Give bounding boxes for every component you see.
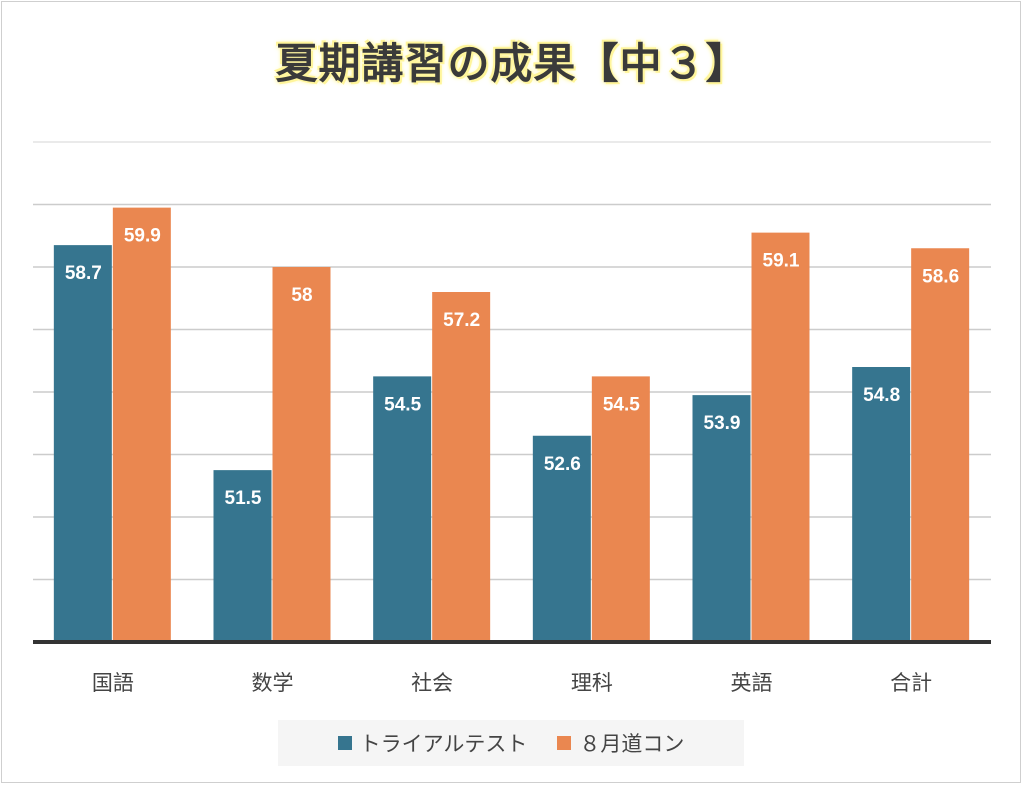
x-tick-label: 社会 <box>411 671 453 695</box>
data-label: 57.2 <box>443 310 480 331</box>
x-tick-label: 国語 <box>92 671 134 695</box>
legend-item-series-1: トライアルテスト <box>337 728 528 758</box>
legend-item-series-2: ８月道コン <box>557 728 684 758</box>
data-label: 54.5 <box>384 394 421 415</box>
bar <box>213 470 272 642</box>
bar <box>751 232 810 642</box>
data-label: 58.6 <box>922 266 959 287</box>
data-label: 52.6 <box>544 454 581 475</box>
title-wrap: 夏期講習の成果【中３】 <box>0 30 1024 91</box>
chart-title: 夏期講習の成果【中３】 <box>275 39 749 88</box>
x-tick-label: 合計 <box>890 671 932 695</box>
bar <box>373 376 432 642</box>
bar <box>911 248 970 642</box>
bar <box>852 367 911 642</box>
legend-label-series-2: ８月道コン <box>579 732 685 756</box>
data-label: 54.8 <box>863 385 900 406</box>
legend-label-series-1: トライアルテスト <box>359 732 528 756</box>
legend: トライアルテスト ８月道コン <box>278 720 744 766</box>
bar <box>272 267 331 642</box>
bar <box>112 207 171 642</box>
bar <box>432 292 491 642</box>
x-tick-label: 理科 <box>571 671 613 695</box>
x-tick-label: 数学 <box>252 671 294 695</box>
data-label: 53.9 <box>704 413 741 434</box>
bar <box>591 376 650 642</box>
bar <box>532 435 591 642</box>
data-label: 54.5 <box>603 394 640 415</box>
legend-swatch-series-2 <box>557 736 572 750</box>
data-label: 51.5 <box>225 488 262 509</box>
x-tick-label: 英語 <box>731 671 773 695</box>
data-label: 59.1 <box>763 251 800 272</box>
bar <box>692 395 751 642</box>
data-label: 58.7 <box>65 263 102 284</box>
data-label: 58 <box>291 285 312 306</box>
data-label: 59.9 <box>124 226 161 247</box>
bar <box>53 245 112 642</box>
legend-swatch-series-1 <box>337 736 352 750</box>
